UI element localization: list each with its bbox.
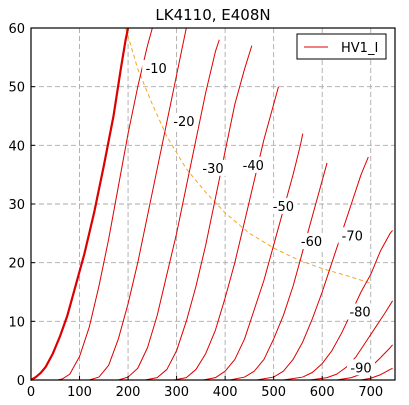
y-tick-label: 10 bbox=[8, 315, 25, 330]
x-tick-label: 500 bbox=[261, 385, 286, 400]
chart-title: LK4110, E408N bbox=[155, 6, 270, 24]
x-tick-label: 400 bbox=[213, 385, 238, 400]
y-tick-label: 50 bbox=[8, 81, 25, 96]
y-tick-label: 0 bbox=[17, 374, 25, 389]
curve-label-background bbox=[338, 227, 367, 244]
series-line bbox=[144, 45, 253, 381]
curve-label: -20 bbox=[173, 115, 194, 130]
max-dissipation-curve bbox=[125, 27, 371, 284]
x-tick-label: 200 bbox=[116, 385, 141, 400]
x-tick-label: 100 bbox=[67, 385, 92, 400]
curve-label-background bbox=[297, 233, 326, 250]
series-group bbox=[30, 27, 393, 381]
curve-label: -90 bbox=[350, 361, 371, 376]
curve-label: -40 bbox=[243, 159, 264, 174]
series-line bbox=[256, 156, 369, 381]
series-line bbox=[283, 230, 393, 381]
y-tick-label: 40 bbox=[8, 139, 25, 154]
curve-label: -80 bbox=[349, 306, 370, 321]
series-line bbox=[174, 86, 280, 381]
curve-label: -60 bbox=[301, 235, 322, 250]
curve-label-background bbox=[142, 60, 171, 77]
y-tick-label: 60 bbox=[8, 22, 25, 37]
y-tick-label: 20 bbox=[8, 257, 25, 272]
axis-ticks: 0 100 200 300 400 500 600 700 0 10 20 30 40 50 60 bbox=[8, 22, 383, 400]
legend-box bbox=[296, 33, 387, 60]
legend-label: HV1_I bbox=[341, 41, 378, 56]
curve-label: -30 bbox=[202, 162, 223, 177]
series-line bbox=[118, 39, 220, 381]
series-line bbox=[57, 27, 153, 381]
series-line bbox=[360, 367, 393, 381]
max-dissipation-line bbox=[125, 27, 371, 284]
curve-label-background bbox=[199, 159, 227, 176]
curve-label-background bbox=[347, 359, 376, 376]
series-line bbox=[309, 300, 393, 381]
legend: HV1_I bbox=[296, 33, 387, 60]
series-line bbox=[203, 133, 304, 381]
curve-label-background bbox=[269, 197, 298, 214]
series-line bbox=[89, 27, 187, 381]
curve-label-background bbox=[346, 303, 375, 320]
x-tick-label: 700 bbox=[358, 385, 383, 400]
curve-label: -10 bbox=[146, 62, 167, 77]
x-tick-label: 0 bbox=[27, 385, 35, 400]
curve-label: -70 bbox=[342, 229, 363, 244]
x-tick-label: 300 bbox=[164, 385, 189, 400]
series-line bbox=[229, 162, 328, 381]
x-tick-label: 600 bbox=[310, 385, 335, 400]
series-line bbox=[30, 27, 130, 381]
curve-label: -50 bbox=[273, 200, 294, 215]
curve-labels: -10 -20 -30 -40 -50 -60 -70 -80 -90 bbox=[142, 60, 376, 376]
curve-label-background bbox=[239, 156, 268, 173]
curve-label-background bbox=[169, 112, 198, 129]
y-tick-label: 30 bbox=[8, 198, 25, 213]
plot-background bbox=[31, 28, 395, 380]
